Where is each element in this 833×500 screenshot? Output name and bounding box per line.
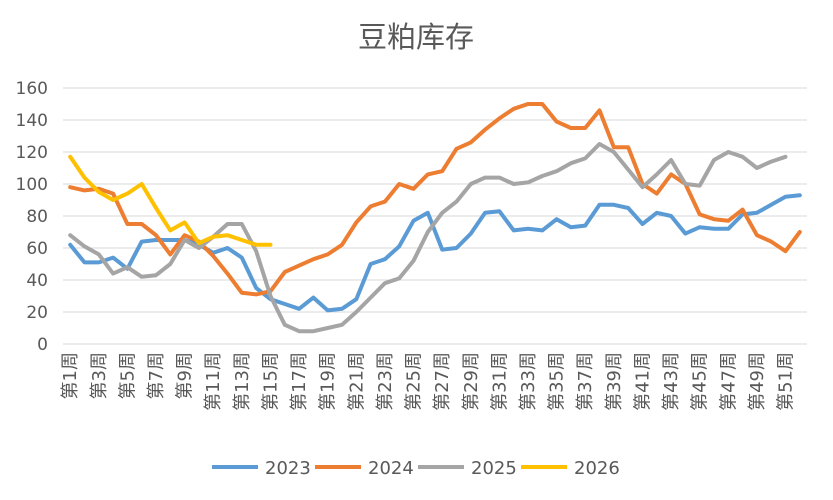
legend-item-2025: 2025 [418,458,517,479]
x-tick-label: 第49周 [747,352,768,411]
x-axis: 第1周 第3周 第5周 第7周 第9周 第11周 第13周 第15周 第17周 第19周 第21周第… [60,352,796,411]
x-tick-label: 第27周 [432,352,453,411]
x-tick-label: 第5周 [117,352,138,399]
x-tick-label: 第47周 [718,352,739,411]
legend-item-2023: 2023 [212,458,311,479]
x-tick-label: 第15周 [261,352,282,411]
x-tick-label: 第29周 [461,352,482,411]
legend: 2023 2024 2025 2026 [212,458,620,479]
x-tick-label: 第35周 [547,352,568,411]
y-tick-label: 100 [16,175,48,195]
x-tick-label: 第37周 [575,352,596,411]
x-tick-label: 第7周 [146,352,167,399]
legend-label: 2026 [574,458,620,479]
chart-title: 豆粕库存 [358,20,474,54]
series-line-2024 [68,102,802,297]
y-tick-label: 140 [16,111,48,131]
y-tick-label: 80 [26,207,48,227]
legend-label: 2024 [368,458,414,479]
legend-label: 2023 [265,458,311,479]
x-tick-label: 第23周 [375,352,396,411]
y-tick-label: 40 [26,271,48,291]
y-tick-label: 0 [37,335,48,355]
y-axis: 0 20 40 60 80 100 120 140 160 [16,79,48,355]
x-tick-label: 第13周 [232,352,253,411]
legend-label: 2025 [471,458,517,479]
x-tick-label: 第41周 [633,352,654,411]
legend-item-2024: 2024 [315,458,414,479]
y-tick-label: 160 [16,79,48,99]
x-tick-label: 第31周 [489,352,510,411]
x-tick-label: 第51周 [776,352,797,411]
series-line-2025 [68,142,788,334]
y-tick-label: 20 [26,303,48,323]
series-line-2023 [68,193,802,313]
series-line-2026 [68,154,273,247]
x-tick-label: 第45周 [690,352,711,411]
y-tick-label: 120 [16,143,48,163]
x-tick-label: 第11周 [203,352,224,411]
x-tick-label: 第17周 [289,352,310,411]
x-tick-label: 第39周 [604,352,625,411]
x-tick-label: 第3周 [89,352,110,399]
x-tick-label: 第21周 [346,352,367,411]
plot-area [68,102,802,334]
x-tick-label: 第19周 [318,352,339,411]
x-tick-label: 第9周 [175,352,196,399]
y-tick-label: 60 [26,239,48,259]
x-tick-label: 第25周 [404,352,425,411]
x-tick-label: 第43周 [661,352,682,411]
x-tick-label: 第1周 [60,352,81,399]
legend-item-2026: 2026 [521,458,620,479]
gridlines [63,87,807,345]
x-tick-label: 第33周 [518,352,539,411]
